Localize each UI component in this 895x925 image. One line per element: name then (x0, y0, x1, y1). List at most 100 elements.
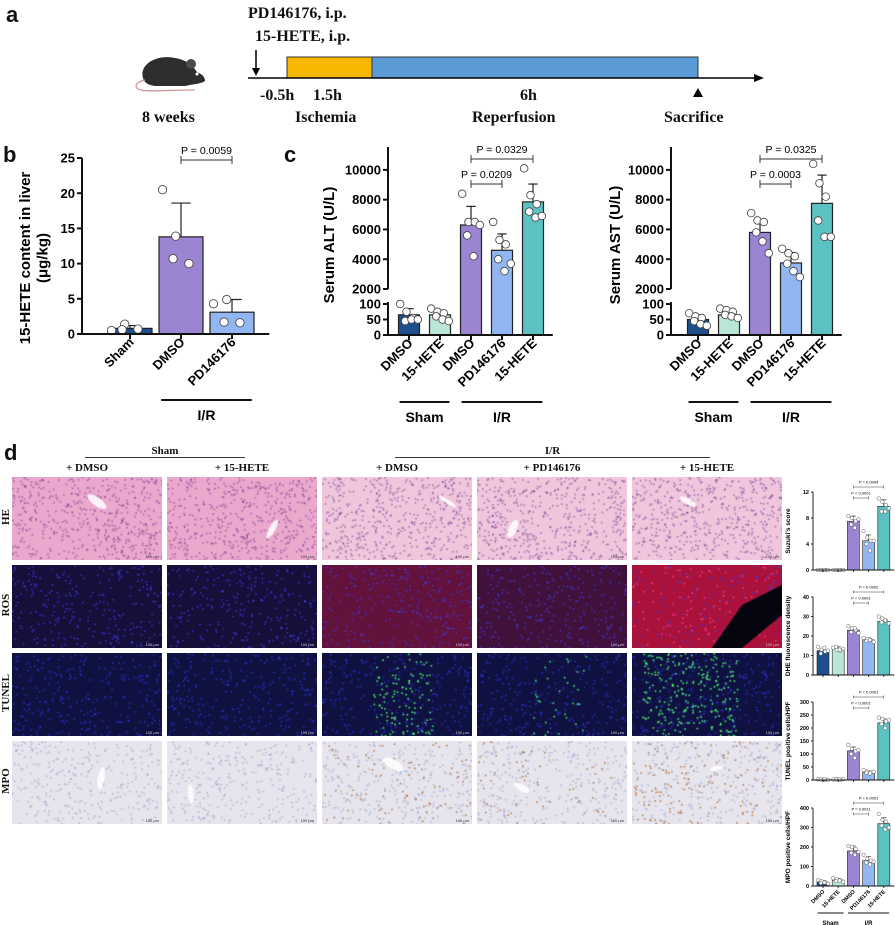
micrograph-ros-ir-pd146176: 100 μm (477, 565, 627, 648)
micrograph-he-sham-dmso: 100 μm (12, 477, 162, 560)
y-axis-title: Serum ALT (U/L) (321, 187, 338, 304)
significance-bracket (853, 590, 885, 594)
p-value-label: P = 0.0329 (477, 144, 528, 156)
y-axis-title: DHE fluorescence density (785, 596, 792, 677)
data-point (822, 880, 827, 885)
y-tick-label: 0 (806, 673, 809, 679)
y-tick-label: 300 (800, 700, 809, 706)
significance-bracket (759, 180, 792, 188)
row-label-he: HE (0, 509, 12, 525)
time-treat: -0.5h (260, 87, 295, 104)
micrograph-image (477, 565, 627, 648)
data-point (758, 237, 767, 246)
micrograph-tunel-ir-pd146176: 100 μm (477, 653, 627, 736)
bar-2 (459, 224, 483, 336)
data-point (846, 844, 851, 849)
data-point (849, 850, 854, 855)
y-tick-label: 0 (806, 568, 809, 574)
data-point (834, 644, 839, 649)
data-point (861, 528, 866, 534)
y-tick-label: 5 (68, 291, 75, 306)
y-tick-label: 100 (359, 297, 381, 312)
column-label-sham-dmso: + DMSO (65, 462, 109, 474)
micrograph-mpo-sham-dmso: 100 μm (12, 741, 162, 824)
scale-bar-label: 100 μm (610, 730, 624, 735)
data-point (444, 316, 454, 326)
data-point (500, 266, 509, 276)
data-point (856, 517, 861, 522)
category-label: PD146176 (185, 335, 239, 389)
scale-bar-label: 100 μm (455, 818, 469, 823)
scale-bar-label: 100 μm (145, 554, 159, 559)
micrograph-image (322, 565, 472, 648)
data-point (819, 647, 824, 652)
y-tick-label: 200 (800, 726, 809, 732)
p-value-label: P < 0.0001 (851, 491, 871, 496)
p-value-label: P < 0.0001 (851, 701, 871, 706)
data-point (849, 746, 854, 751)
scale-bar-label: 100 μm (145, 642, 159, 647)
y-tick-label: 50 (367, 312, 381, 327)
micrograph-image (322, 477, 472, 560)
bar-0 (816, 650, 830, 676)
reperfusion-label: Reperfusion (472, 109, 556, 126)
data-point (815, 878, 820, 883)
panel-label-a: a (6, 2, 19, 27)
data-point (883, 819, 888, 824)
p-value-label: P < 0.0001 (851, 596, 871, 601)
row-label-ros: ROS (0, 593, 12, 617)
data-point (808, 159, 818, 169)
group-label: I/R (493, 409, 511, 425)
p-value-label: P = 0.0325 (766, 144, 817, 156)
liver-15hete-chart: 0 5 10 15 20 25 15-HETE content in liver (μg/kg… (17, 145, 270, 423)
data-point (883, 827, 888, 832)
data-point (876, 715, 881, 720)
y-tick-label: 0 (806, 778, 809, 784)
scale-bar-label: 100 μm (300, 730, 314, 735)
data-point (865, 535, 870, 540)
data-point (871, 639, 876, 644)
bar-2 (847, 629, 860, 676)
data-point (852, 755, 857, 760)
micrograph-image (477, 741, 627, 824)
y-tick-label: 10 (61, 256, 75, 271)
data-point (883, 618, 888, 623)
treatment-arrowhead (252, 68, 260, 76)
micrograph-image (12, 741, 162, 824)
age-label: 8 weeks (142, 109, 195, 126)
data-point (861, 768, 866, 773)
y-tick-label: 400 (800, 806, 809, 812)
data-point (880, 499, 885, 504)
sacrifice-marker (693, 88, 703, 97)
data-point (856, 748, 861, 753)
data-point (402, 307, 411, 316)
significance-bracket (180, 156, 233, 164)
micrograph-image (167, 741, 317, 824)
data-point (871, 538, 876, 543)
scale-bar-label: 100 μm (300, 554, 314, 559)
data-point (821, 192, 830, 201)
data-point (782, 259, 792, 268)
data-point (883, 502, 888, 508)
data-point (157, 185, 168, 195)
data-point (883, 509, 888, 514)
data-point (831, 876, 836, 881)
group-label: Sham (822, 921, 838, 925)
data-point (789, 266, 798, 276)
data-point (865, 856, 870, 861)
scale-bar-label: 100 μm (455, 554, 469, 559)
data-point (790, 252, 799, 261)
data-point (876, 811, 881, 816)
data-point (864, 541, 869, 547)
micrograph-image (322, 653, 472, 736)
y-tick-label: 150 (800, 739, 809, 745)
panel-label-b: b (3, 142, 17, 167)
column-label-ir-pd146176: + PD146176 (523, 462, 581, 474)
y-tick-label: 50 (803, 765, 809, 771)
bar-4 (877, 621, 891, 676)
category-label: Sham (101, 335, 137, 371)
category-label: DMSO (149, 335, 187, 373)
data-point (818, 881, 823, 886)
